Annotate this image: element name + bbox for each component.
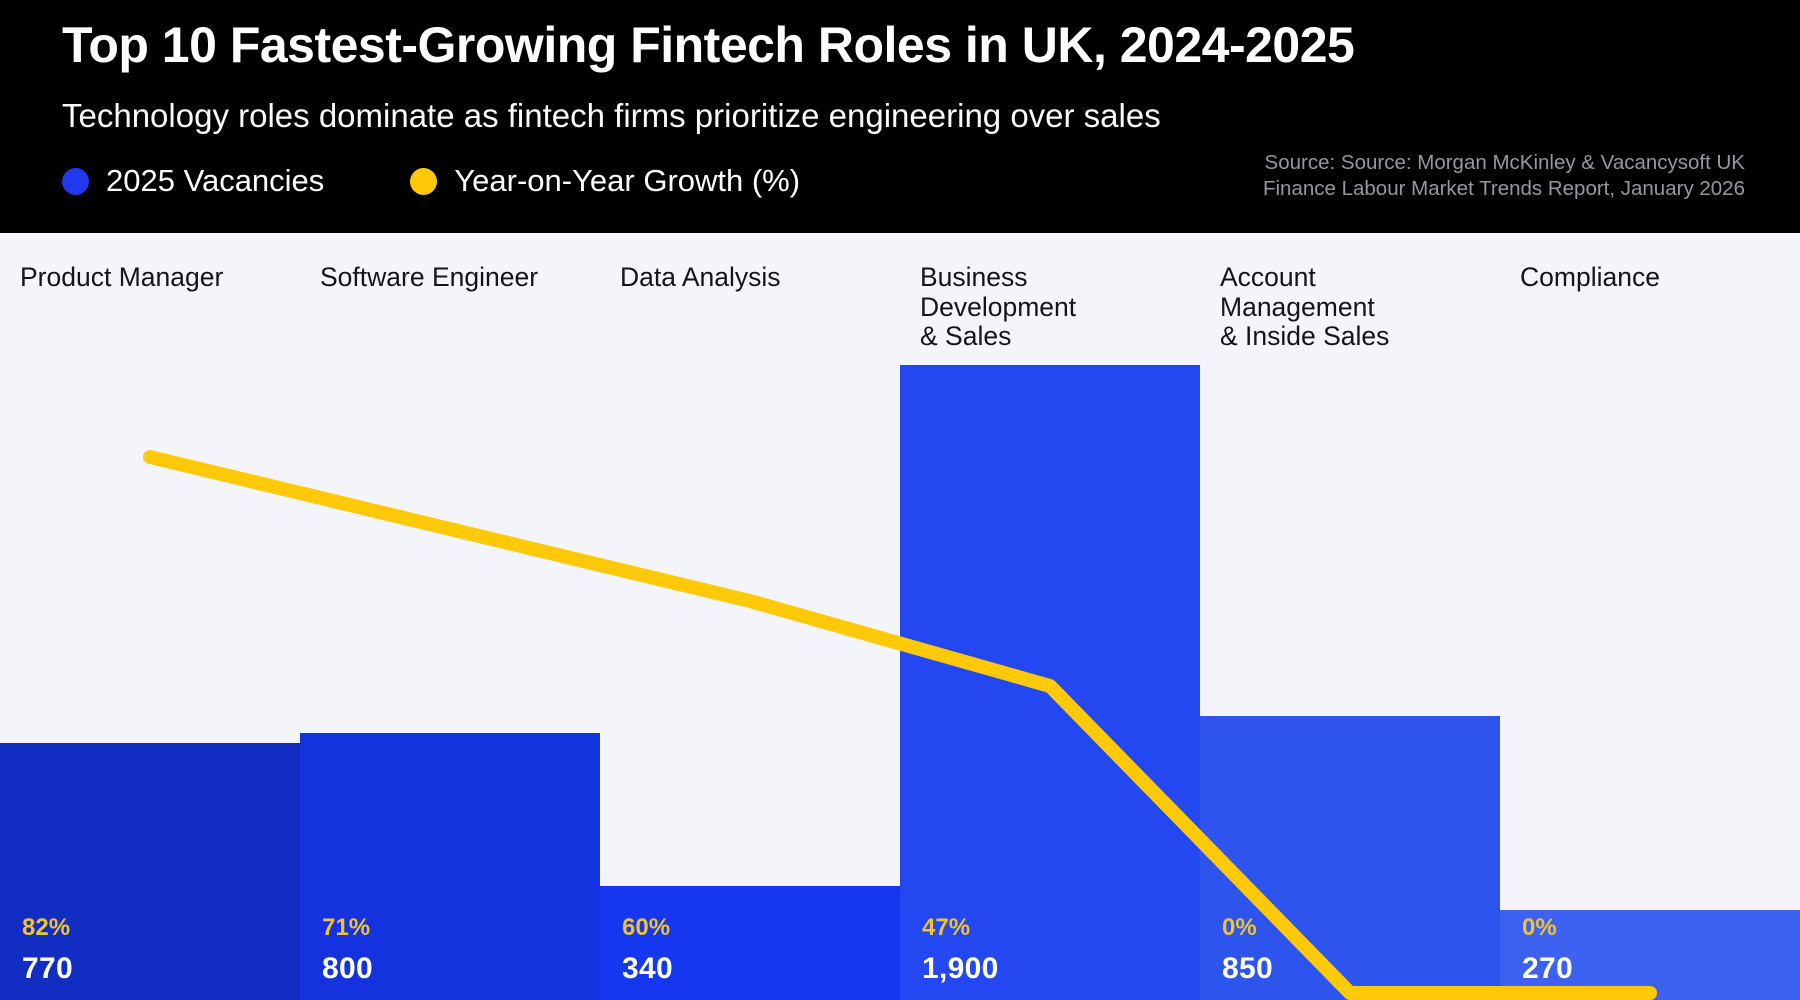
vacancies-bar: 47% 1,900 bbox=[900, 365, 1200, 1000]
vacancies-value-label: 270 bbox=[1522, 952, 1573, 985]
legend-label-vacancies: 2025 Vacancies bbox=[106, 163, 325, 198]
growth-pct-label: 82% bbox=[22, 914, 71, 941]
legend-item-vacancies: 2025 Vacancies bbox=[62, 163, 324, 199]
source-line-1: Source: Source: Morgan McKinley & Vacanc… bbox=[1264, 151, 1745, 174]
source-attribution: Source: Source: Morgan McKinley & Vacanc… bbox=[1263, 150, 1745, 202]
bar-labels: 60% 340 bbox=[622, 914, 673, 986]
bar-labels: 71% 800 bbox=[322, 914, 373, 986]
chart-header: Top 10 Fastest-Growing Fintech Roles in … bbox=[0, 0, 1800, 233]
source-line-2: Finance Labour Market Trends Report, Jan… bbox=[1262, 177, 1745, 200]
vacancies-value-label: 340 bbox=[622, 952, 673, 985]
chart-column-account-management: Account Management & Inside Sales 0% 850 bbox=[1200, 233, 1500, 1000]
chart-column-business-development: Business Development & Sales 47% 1,900 bbox=[900, 233, 1200, 1000]
category-label: Software Engineer bbox=[320, 262, 539, 292]
growth-pct-label: 71% bbox=[322, 914, 371, 941]
growth-pct-label: 47% bbox=[922, 914, 971, 941]
chart-column-data-analysis: Data Analysis 60% 340 bbox=[600, 233, 900, 1000]
category-label: Product Manager bbox=[20, 262, 224, 292]
growth-pct-label: 0% bbox=[1222, 914, 1257, 941]
bar-labels: 0% 270 bbox=[1522, 914, 1573, 986]
vacancies-bar: 0% 850 bbox=[1200, 716, 1500, 1000]
growth-pct-label: 60% bbox=[622, 914, 671, 941]
legend-item-growth: Year-on-Year Growth (%) bbox=[410, 163, 800, 199]
vacancies-value-label: 850 bbox=[1222, 952, 1273, 985]
growth-pct-label: 0% bbox=[1522, 914, 1557, 941]
category-label: Business Development & Sales bbox=[920, 262, 1077, 351]
vacancies-bar: 0% 270 bbox=[1500, 910, 1800, 1000]
page-subtitle: Technology roles dominate as fintech fir… bbox=[62, 97, 1161, 134]
bar-labels: 0% 850 bbox=[1222, 914, 1273, 986]
vacancies-dot-icon bbox=[62, 167, 89, 195]
chart-column-product-manager: Product Manager 82% 770 bbox=[0, 233, 300, 1000]
legend-label-growth: Year-on-Year Growth (%) bbox=[454, 163, 801, 198]
vacancies-bar: 82% 770 bbox=[0, 743, 300, 1000]
growth-dot-icon bbox=[410, 167, 438, 195]
vacancies-bar: 60% 340 bbox=[600, 886, 900, 1000]
legend: 2025 Vacancies Year-on-Year Growth (%) bbox=[62, 163, 886, 199]
vacancies-value-label: 1,900 bbox=[922, 952, 999, 985]
vacancies-value-label: 770 bbox=[22, 952, 73, 985]
category-label: Compliance bbox=[1520, 262, 1660, 292]
vacancies-bar: 71% 800 bbox=[300, 733, 600, 1000]
chart-area: Product Manager 82% 770 Software Enginee… bbox=[0, 233, 1800, 1000]
chart-column-compliance: Compliance 0% 270 bbox=[1500, 233, 1800, 1000]
category-label: Data Analysis bbox=[620, 262, 781, 292]
chart-column-software-engineer: Software Engineer 71% 800 bbox=[300, 233, 600, 1000]
page-title: Top 10 Fastest-Growing Fintech Roles in … bbox=[62, 17, 1355, 73]
category-label: Account Management & Inside Sales bbox=[1220, 262, 1390, 351]
bar-labels: 47% 1,900 bbox=[922, 914, 999, 986]
bar-labels: 82% 770 bbox=[22, 914, 73, 986]
vacancies-value-label: 800 bbox=[322, 952, 373, 985]
